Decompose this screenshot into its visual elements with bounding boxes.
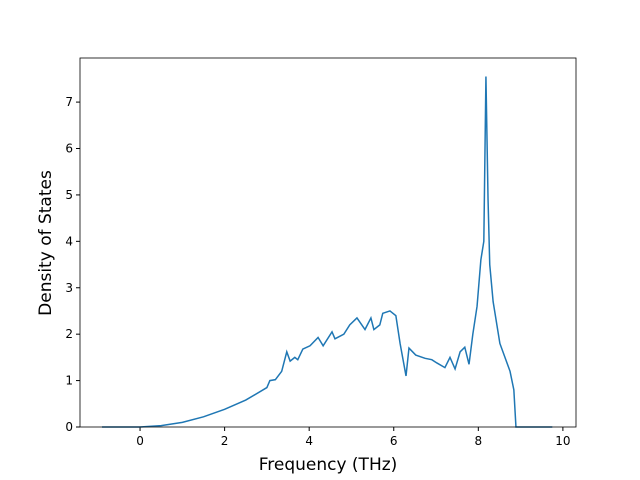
y-axis-label: Density of States	[36, 170, 56, 316]
x-tick-label: 10	[555, 434, 570, 448]
x-axis-label: Frequency (THz)	[259, 455, 398, 475]
x-tick-label: 8	[475, 434, 483, 448]
x-tick-label: 2	[221, 434, 229, 448]
y-tick-label: 3	[65, 281, 73, 295]
y-tick-label: 1	[65, 374, 73, 388]
y-tick-label: 5	[65, 188, 73, 202]
y-tick-label: 2	[65, 327, 73, 341]
plot-frame	[79, 57, 577, 428]
y-tick-label: 0	[65, 420, 73, 434]
x-tick-label: 0	[136, 434, 144, 448]
x-tick-label: 4	[305, 434, 313, 448]
dos-line	[101, 76, 553, 428]
y-tick-label: 7	[65, 95, 73, 109]
y-tick-label: 6	[65, 142, 73, 156]
y-tick-label: 4	[65, 234, 73, 248]
x-tick-label: 6	[390, 434, 398, 448]
